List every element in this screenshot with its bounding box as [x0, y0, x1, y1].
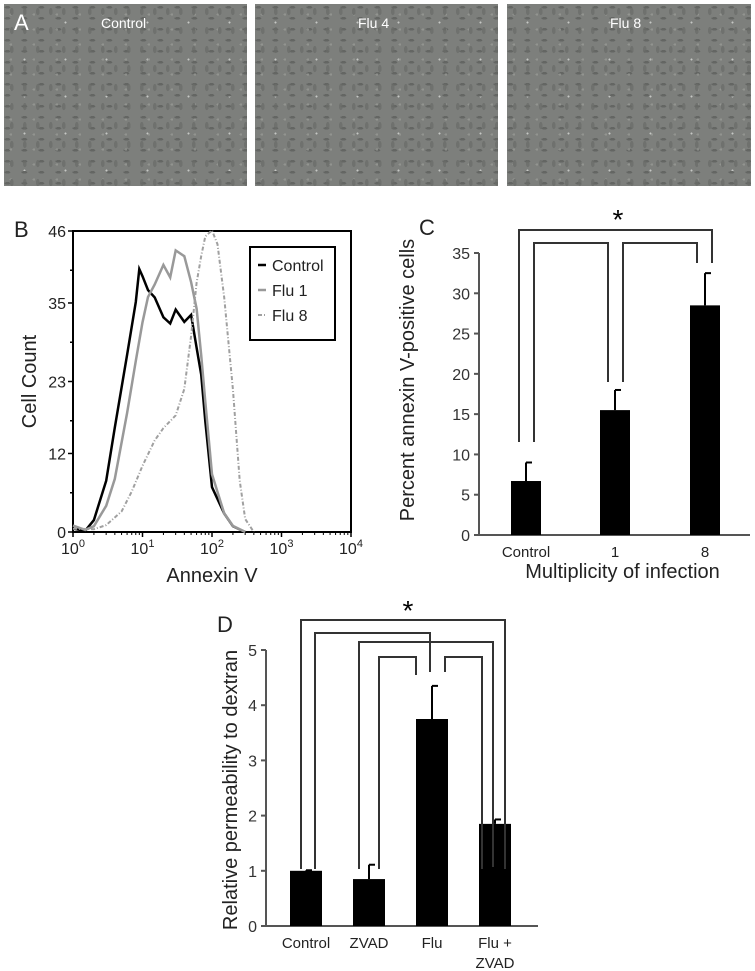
y-tick-label: 2 [248, 809, 257, 826]
bar-1 [600, 410, 630, 535]
x-tick-label: Flu + [478, 935, 512, 952]
legend: Control Flu 1 Flu 8 [249, 246, 336, 341]
significance-bracket [444, 656, 483, 869]
y-axis-label: Cell Count [19, 334, 41, 428]
bar-control [511, 481, 541, 535]
series-line-control [72, 264, 246, 534]
significance-star: * [613, 204, 624, 235]
significance-star: * [403, 595, 414, 626]
y-tick-label: 46 [48, 224, 66, 241]
y-tick-label: 35 [452, 246, 470, 263]
legend-label: Control [272, 258, 324, 275]
y-tick-label: 20 [452, 367, 470, 384]
x-axis-label: Annexin V [166, 565, 258, 587]
bar-flu [416, 719, 448, 926]
significance-bracket [622, 242, 698, 382]
x-tick-label: 100 [61, 538, 85, 558]
micrograph-flu8: Flu 8 [507, 4, 751, 186]
panel-letter-d: D [217, 612, 233, 637]
series-line-flu-8 [72, 228, 255, 533]
series-line-flu-1 [72, 248, 246, 534]
panel-letter-c: C [419, 215, 435, 240]
bar-zvad [353, 879, 385, 926]
micrograph-label: Flu 4 [358, 15, 390, 31]
x-tick-label: Flu [422, 935, 443, 952]
y-tick-label: 5 [461, 488, 470, 505]
y-tick-label: 15 [452, 407, 470, 424]
x-tick-label: 102 [200, 538, 224, 558]
x-tick-label: 1 [611, 544, 619, 561]
significance-bracket [358, 641, 494, 869]
y-tick-label: 35 [48, 296, 66, 313]
y-tick-label: 30 [452, 286, 470, 303]
panel-letter-b: B [14, 217, 29, 242]
annexin-histogram: 0 12 23 35 46 100 101 102 103 104 Annexin V Cell Co… [19, 224, 363, 587]
bar-flu-zvad [479, 823, 511, 926]
micrograph-flu4: Flu 4 [255, 4, 498, 186]
x-tick-label: 8 [701, 544, 709, 561]
x-tick-label: 104 [339, 538, 363, 558]
x-tick-label: 103 [270, 538, 294, 558]
bar-8 [690, 305, 720, 535]
y-axis-label: Percent annexin V-positive cells [397, 239, 419, 521]
significance-bracket [300, 619, 506, 869]
x-tick-label: ZVAD [476, 955, 515, 971]
x-axis-label: Multiplicity of infection [525, 561, 720, 583]
x-tick-label: ZVAD [350, 935, 389, 952]
micrograph-label: Flu 8 [610, 15, 642, 31]
legend-label: Flu 1 [272, 283, 308, 300]
significance-bracket [518, 229, 713, 442]
y-tick-label: 10 [452, 447, 470, 464]
bar-control [290, 870, 322, 926]
permeability-bar-chart: 0 1 2 3 4 5 Control ZVAD Flu Flu + ZVAD * Relative p… [220, 595, 538, 971]
y-tick-label: 25 [452, 327, 470, 344]
y-tick-label: 0 [57, 525, 66, 542]
significance-bracket [378, 656, 417, 869]
significance-bracket [533, 242, 609, 442]
micrograph-label: Control [101, 15, 147, 31]
y-tick-label: 12 [48, 446, 66, 463]
legend-label: Flu 8 [272, 308, 308, 325]
y-tick-label: 23 [48, 375, 66, 392]
y-tick-label: 0 [461, 528, 470, 545]
x-tick-label: Control [502, 544, 550, 561]
y-tick-label: 5 [248, 643, 257, 660]
y-axis-label: Relative permeability to dextran [220, 650, 242, 930]
x-tick-label: 101 [131, 538, 155, 558]
micrograph-control: Control [4, 4, 247, 186]
y-tick-label: 4 [248, 698, 257, 715]
significance-bracket [314, 632, 431, 869]
panel-letter-a: A [14, 10, 29, 35]
y-tick-label: 1 [248, 864, 257, 881]
y-tick-label: 3 [248, 753, 257, 770]
annexin-bar-chart: 0 5 10 15 20 25 30 35 Control 1 8 * Multiplicity of … [397, 204, 750, 583]
x-tick-label: Control [282, 935, 330, 952]
y-tick-label: 0 [248, 919, 257, 936]
